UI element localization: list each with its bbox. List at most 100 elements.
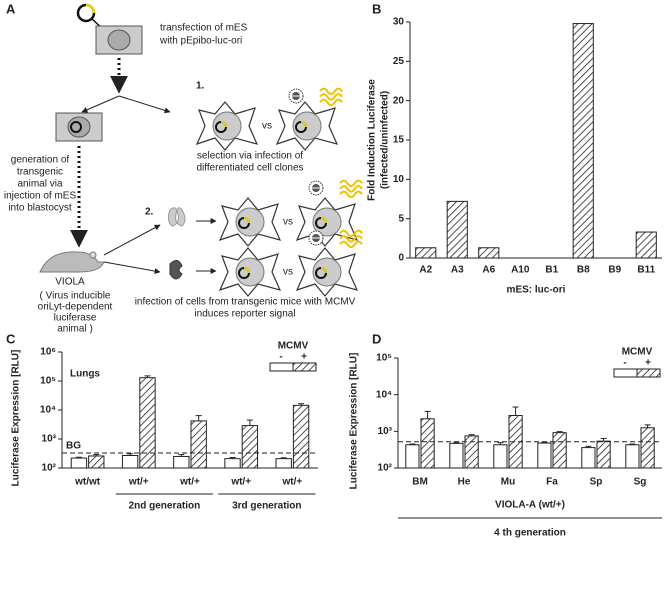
y-tick-label: 15	[393, 135, 405, 146]
bar	[537, 442, 552, 469]
label: ( Virus inducible	[40, 291, 111, 302]
x-tick-label: Fa	[546, 477, 558, 488]
y-tick-label: 10⁵	[376, 353, 392, 364]
legend-title: MCMV	[622, 347, 653, 358]
x-tick-label: B9	[608, 265, 621, 276]
y-tick-label: 5	[398, 213, 404, 224]
bar	[241, 425, 259, 469]
bar	[552, 432, 567, 469]
label: oriLyt-dependent	[38, 302, 113, 313]
bar	[640, 427, 655, 469]
legend-title: MCMV	[278, 341, 309, 352]
y-tick-label: 10⁴	[40, 405, 56, 416]
panel-label: A	[6, 1, 16, 16]
y-tick-label: 10	[393, 174, 405, 185]
label: VIOLA	[55, 277, 85, 288]
x-tick-label: wt/+	[230, 477, 251, 488]
label: differentiated cell clones	[196, 163, 303, 174]
bar	[581, 447, 596, 469]
label: transgenic	[17, 167, 63, 178]
bar	[464, 435, 479, 469]
bar	[70, 457, 88, 469]
legend-label: -	[623, 358, 626, 369]
label: vs	[283, 267, 293, 278]
bar	[173, 455, 190, 469]
step: 1.	[196, 81, 205, 92]
legend-swatch	[269, 362, 294, 372]
legend-label: -	[279, 352, 282, 363]
group-label: 3rd generation	[232, 501, 301, 512]
label: induces reporter signal	[194, 309, 295, 320]
label: injection of mES	[4, 191, 77, 202]
bar	[420, 418, 435, 469]
x-tick-label: A10	[511, 265, 530, 276]
bar	[478, 247, 500, 259]
label: transfection of mES	[160, 23, 248, 34]
label: animal via	[17, 179, 62, 190]
x-tick-label: A2	[419, 265, 432, 276]
legend-swatch	[613, 368, 638, 378]
legend-swatch	[292, 362, 317, 372]
x-tick-label: Sg	[634, 477, 647, 488]
x-tick-label: B1	[545, 265, 558, 276]
y-tick-label: 25	[393, 56, 405, 67]
y-axis-label: Luciferase Expression [RLU]	[349, 353, 360, 490]
x-tick-label: wt/wt	[74, 477, 101, 488]
bar	[139, 377, 156, 469]
label: selection via infection of	[197, 151, 303, 162]
x-axis-label: mES: luc-ori	[507, 285, 566, 296]
panel-label: D	[372, 331, 381, 346]
legend-swatch	[636, 368, 661, 378]
panel-label: B	[372, 1, 381, 16]
y-tick-label: 10²	[378, 463, 393, 474]
x-tick-label: Mu	[501, 477, 515, 488]
bar	[625, 444, 640, 469]
x-tick-label: wt/+	[128, 477, 149, 488]
bar	[190, 420, 207, 469]
y-tick-label: 10²	[42, 463, 57, 474]
y-axis-label: Luciferase Expression [RLU]	[11, 350, 22, 487]
legend-label: +	[301, 352, 307, 363]
y-axis-label: Fold Induction Luciferase	[367, 79, 378, 201]
step: 2.	[145, 207, 154, 218]
y-tick-label: 10⁶	[40, 347, 56, 358]
label: vs	[262, 121, 272, 132]
reference-label: BG	[66, 441, 81, 452]
label: into blastocyst	[8, 203, 72, 214]
bar	[275, 458, 292, 469]
x-tick-label: A3	[451, 265, 464, 276]
bar	[635, 231, 657, 259]
bar	[572, 23, 594, 259]
diagram: A transfection of mES with pEpibo-luc-or…	[4, 1, 364, 335]
bar	[446, 200, 468, 259]
y-axis-label: (infected/uninfected)	[380, 91, 391, 189]
x-tick-label: wt/+	[282, 477, 303, 488]
y-tick-label: 30	[393, 17, 405, 28]
subtitle: 4 th generation	[494, 528, 566, 539]
x-tick-label: A6	[482, 265, 495, 276]
bar	[405, 444, 420, 469]
y-tick-label: 10⁵	[40, 376, 56, 387]
y-tick-label: 10³	[378, 426, 393, 437]
annotation: Lungs	[70, 369, 100, 380]
bar	[88, 455, 105, 469]
x-tick-label: Sp	[590, 477, 603, 488]
y-tick-label: 20	[393, 95, 405, 106]
label: luciferase	[54, 313, 97, 324]
y-tick-label: 10³	[42, 434, 57, 445]
y-tick-label: 0	[398, 253, 404, 264]
x-tick-label: BM	[412, 477, 428, 488]
x-tick-label: wt/+	[179, 477, 200, 488]
bar	[121, 454, 139, 469]
bar	[596, 440, 611, 469]
bar	[493, 444, 508, 469]
bar	[224, 458, 241, 469]
label: infection of cells from transgenic mice …	[135, 297, 356, 308]
x-tick-label: He	[458, 477, 471, 488]
x-tick-label: B11	[637, 265, 655, 276]
bar	[292, 404, 310, 469]
legend-label: +	[645, 358, 651, 369]
bar	[415, 247, 437, 259]
